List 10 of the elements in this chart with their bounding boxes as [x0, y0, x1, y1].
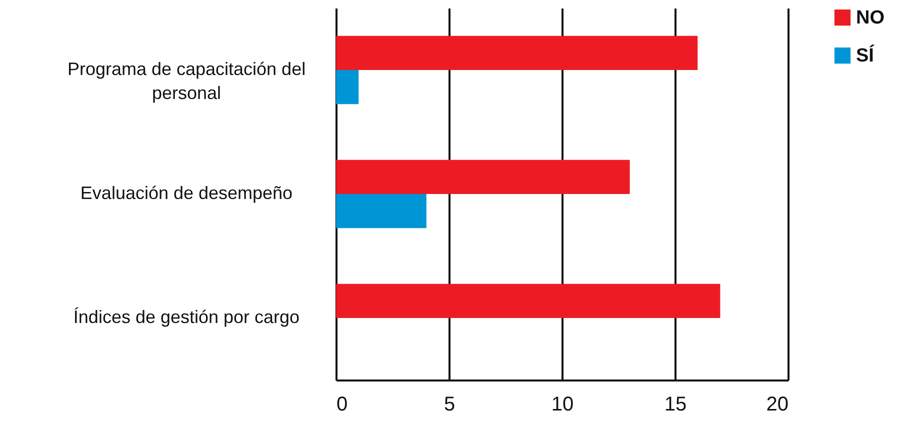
x-tick-label: 5	[444, 394, 456, 416]
x-tick-label: 20	[766, 394, 788, 416]
x-tick-label: 15	[664, 394, 687, 416]
y-tick-label: Programa de capacitación del personal	[67, 59, 306, 103]
legend-label: NO	[856, 8, 884, 28]
legend-label: SÍ	[856, 44, 875, 66]
y-tick-label: Índices de gestión por cargo	[73, 307, 300, 327]
x-tick-label: 10	[551, 394, 574, 416]
y-tick-label: Evaluación de desempeño	[80, 183, 293, 203]
x-tick-label: 0	[336, 394, 348, 416]
